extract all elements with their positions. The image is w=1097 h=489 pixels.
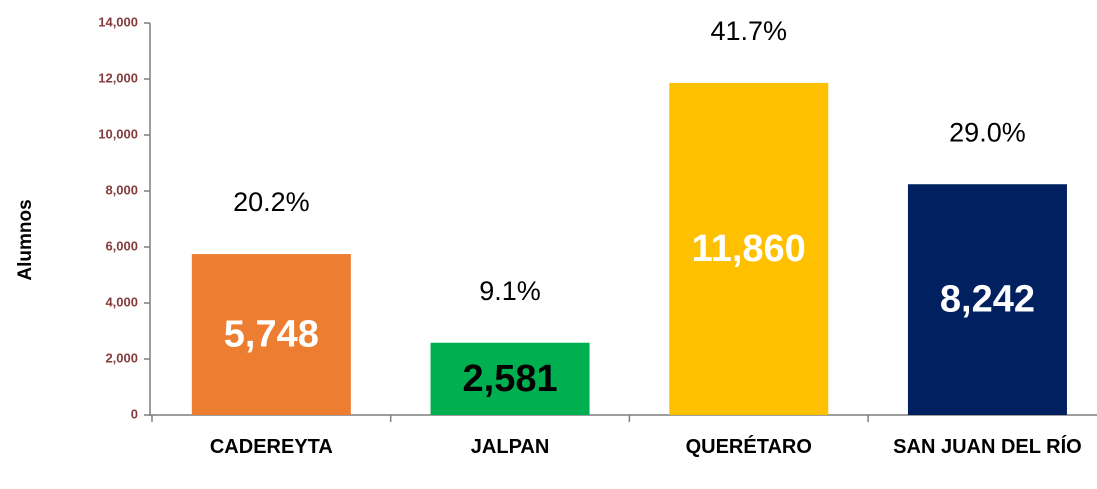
x-tick-label: CADEREYTA [209,436,333,458]
share-label: 20.2% [233,187,310,217]
y-tick-label: 0 [131,406,138,421]
x-tick-label: QUERÉTARO [685,436,812,458]
y-tick-label: 14,000 [98,14,138,29]
x-tick-label: SAN JUAN DEL RÍO [893,436,1082,458]
y-tick-label: 2,000 [105,350,138,365]
value-label: 11,860 [692,228,806,270]
y-tick-label: 12,000 [98,70,138,85]
bar [907,184,1067,415]
share-label: 9.1% [479,276,541,306]
y-tick-label: 10,000 [98,126,138,141]
y-axis-label: Alumnos [15,199,36,280]
bar [430,342,590,415]
value-label: 5,748 [224,314,319,356]
y-tick-label: 8,000 [105,182,138,197]
share-label: 41.7% [710,16,787,46]
y-tick-label: 6,000 [105,238,138,253]
x-tick-label: JALPAN [470,436,550,458]
bar [191,254,351,415]
share-label: 29.0% [949,117,1026,147]
bar [669,82,829,416]
value-label: 2,581 [463,358,558,400]
y-tick-label: 4,000 [105,294,138,309]
value-label: 8,242 [940,279,1035,321]
